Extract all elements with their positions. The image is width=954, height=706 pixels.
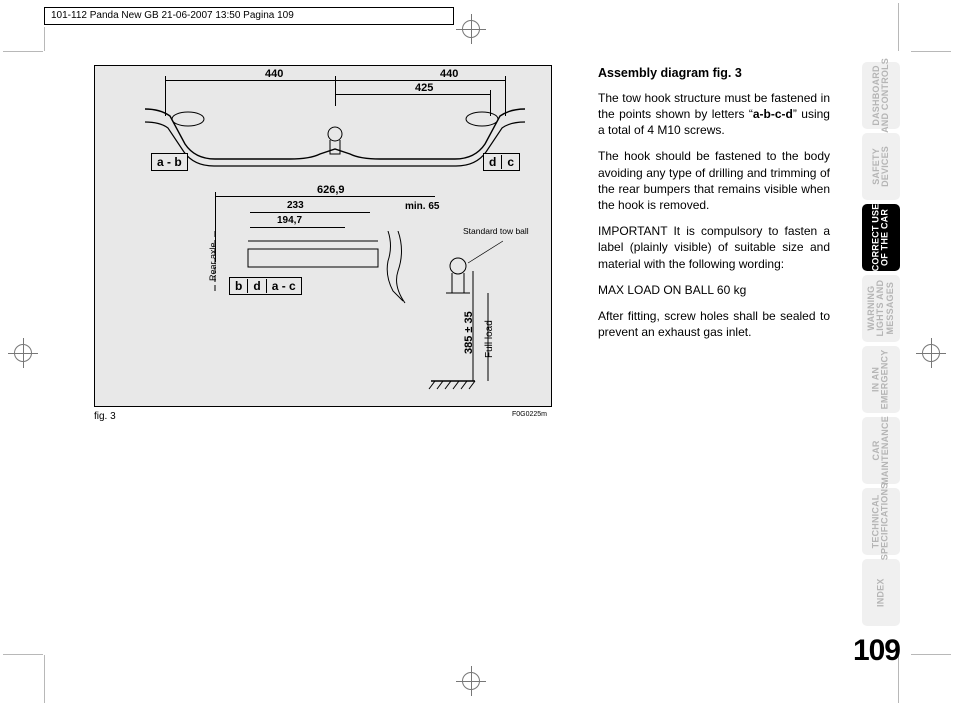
side-profile (213, 231, 503, 391)
dim-440-left: 440 (265, 68, 283, 80)
registration-mark (456, 666, 486, 696)
crop-line (911, 51, 951, 52)
dim-440-right: 440 (440, 68, 458, 80)
label-b-d-ac: bda - c (229, 277, 302, 295)
dim-425: 425 (415, 82, 433, 94)
section-tab-2[interactable]: CORRECT USEOF THE CAR (862, 204, 900, 271)
figure-3-diagram: 440 440 425 a - b dc 626,9 233 194,7 min… (94, 65, 552, 407)
section-tab-5[interactable]: CARMAINTENANCE (862, 417, 900, 484)
label-d-c: dc (483, 153, 520, 171)
bumper-profile (140, 104, 530, 169)
crop-line (911, 654, 951, 655)
crop-line (44, 655, 45, 703)
paragraph-2: The hook should be fastened to the body … (598, 148, 830, 213)
prepress-header: 101-112 Panda New GB 21-06-2007 13:50 Pa… (44, 7, 454, 25)
dim-min65: min. 65 (405, 201, 439, 212)
section-tab-1[interactable]: SAFETYDEVICES (862, 133, 900, 200)
label-standard-tow-ball: Standard tow ball (463, 226, 529, 236)
label-a-b: a - b (151, 153, 188, 171)
label-full-load: Full load (484, 320, 495, 358)
figure-id: F0G0225m (512, 411, 898, 418)
figure-caption: fig. 3 (94, 411, 116, 422)
paragraph-5: After fitting, screw holes shall be seal… (598, 308, 830, 340)
section-tab-0[interactable]: DASHBOARDAND CONTROLS (862, 62, 900, 129)
crop-line (3, 51, 43, 52)
registration-mark (456, 14, 486, 44)
registration-mark (8, 338, 38, 368)
paragraph-3: IMPORTANT It is compulsory to fasten a l… (598, 223, 830, 272)
label-rear-axle: Rear axle (208, 242, 218, 281)
dim-1947: 194,7 (277, 215, 302, 226)
section-heading: Assembly diagram fig. 3 (598, 65, 830, 82)
paragraph-4: MAX LOAD ON BALL 60 kg (598, 282, 830, 298)
section-tab-4[interactable]: IN ANEMERGENCY (862, 346, 900, 413)
section-tab-3[interactable]: WARNINGLIGHTS ANDMESSAGES (862, 275, 900, 342)
dim-233: 233 (287, 200, 304, 211)
section-tab-6[interactable]: TECHNICALSPECIFICATIONS (862, 488, 900, 555)
paragraph-1: The tow hook structure must be fastened … (598, 90, 830, 139)
registration-mark (916, 338, 946, 368)
crop-line (898, 3, 899, 51)
dim-6269: 626,9 (317, 184, 345, 196)
section-tab-7[interactable]: INDEX (862, 559, 900, 626)
crop-line (3, 654, 43, 655)
section-tabs: DASHBOARDAND CONTROLS SAFETYDEVICES CORREC… (862, 62, 900, 630)
page-content: 440 440 425 a - b dc 626,9 233 194,7 min… (94, 65, 900, 666)
crop-line (44, 27, 45, 51)
dim-385: 385 ± 35 (463, 311, 475, 354)
body-text: Assembly diagram fig. 3 The tow hook str… (598, 65, 830, 350)
page-number: 109 (853, 634, 900, 668)
